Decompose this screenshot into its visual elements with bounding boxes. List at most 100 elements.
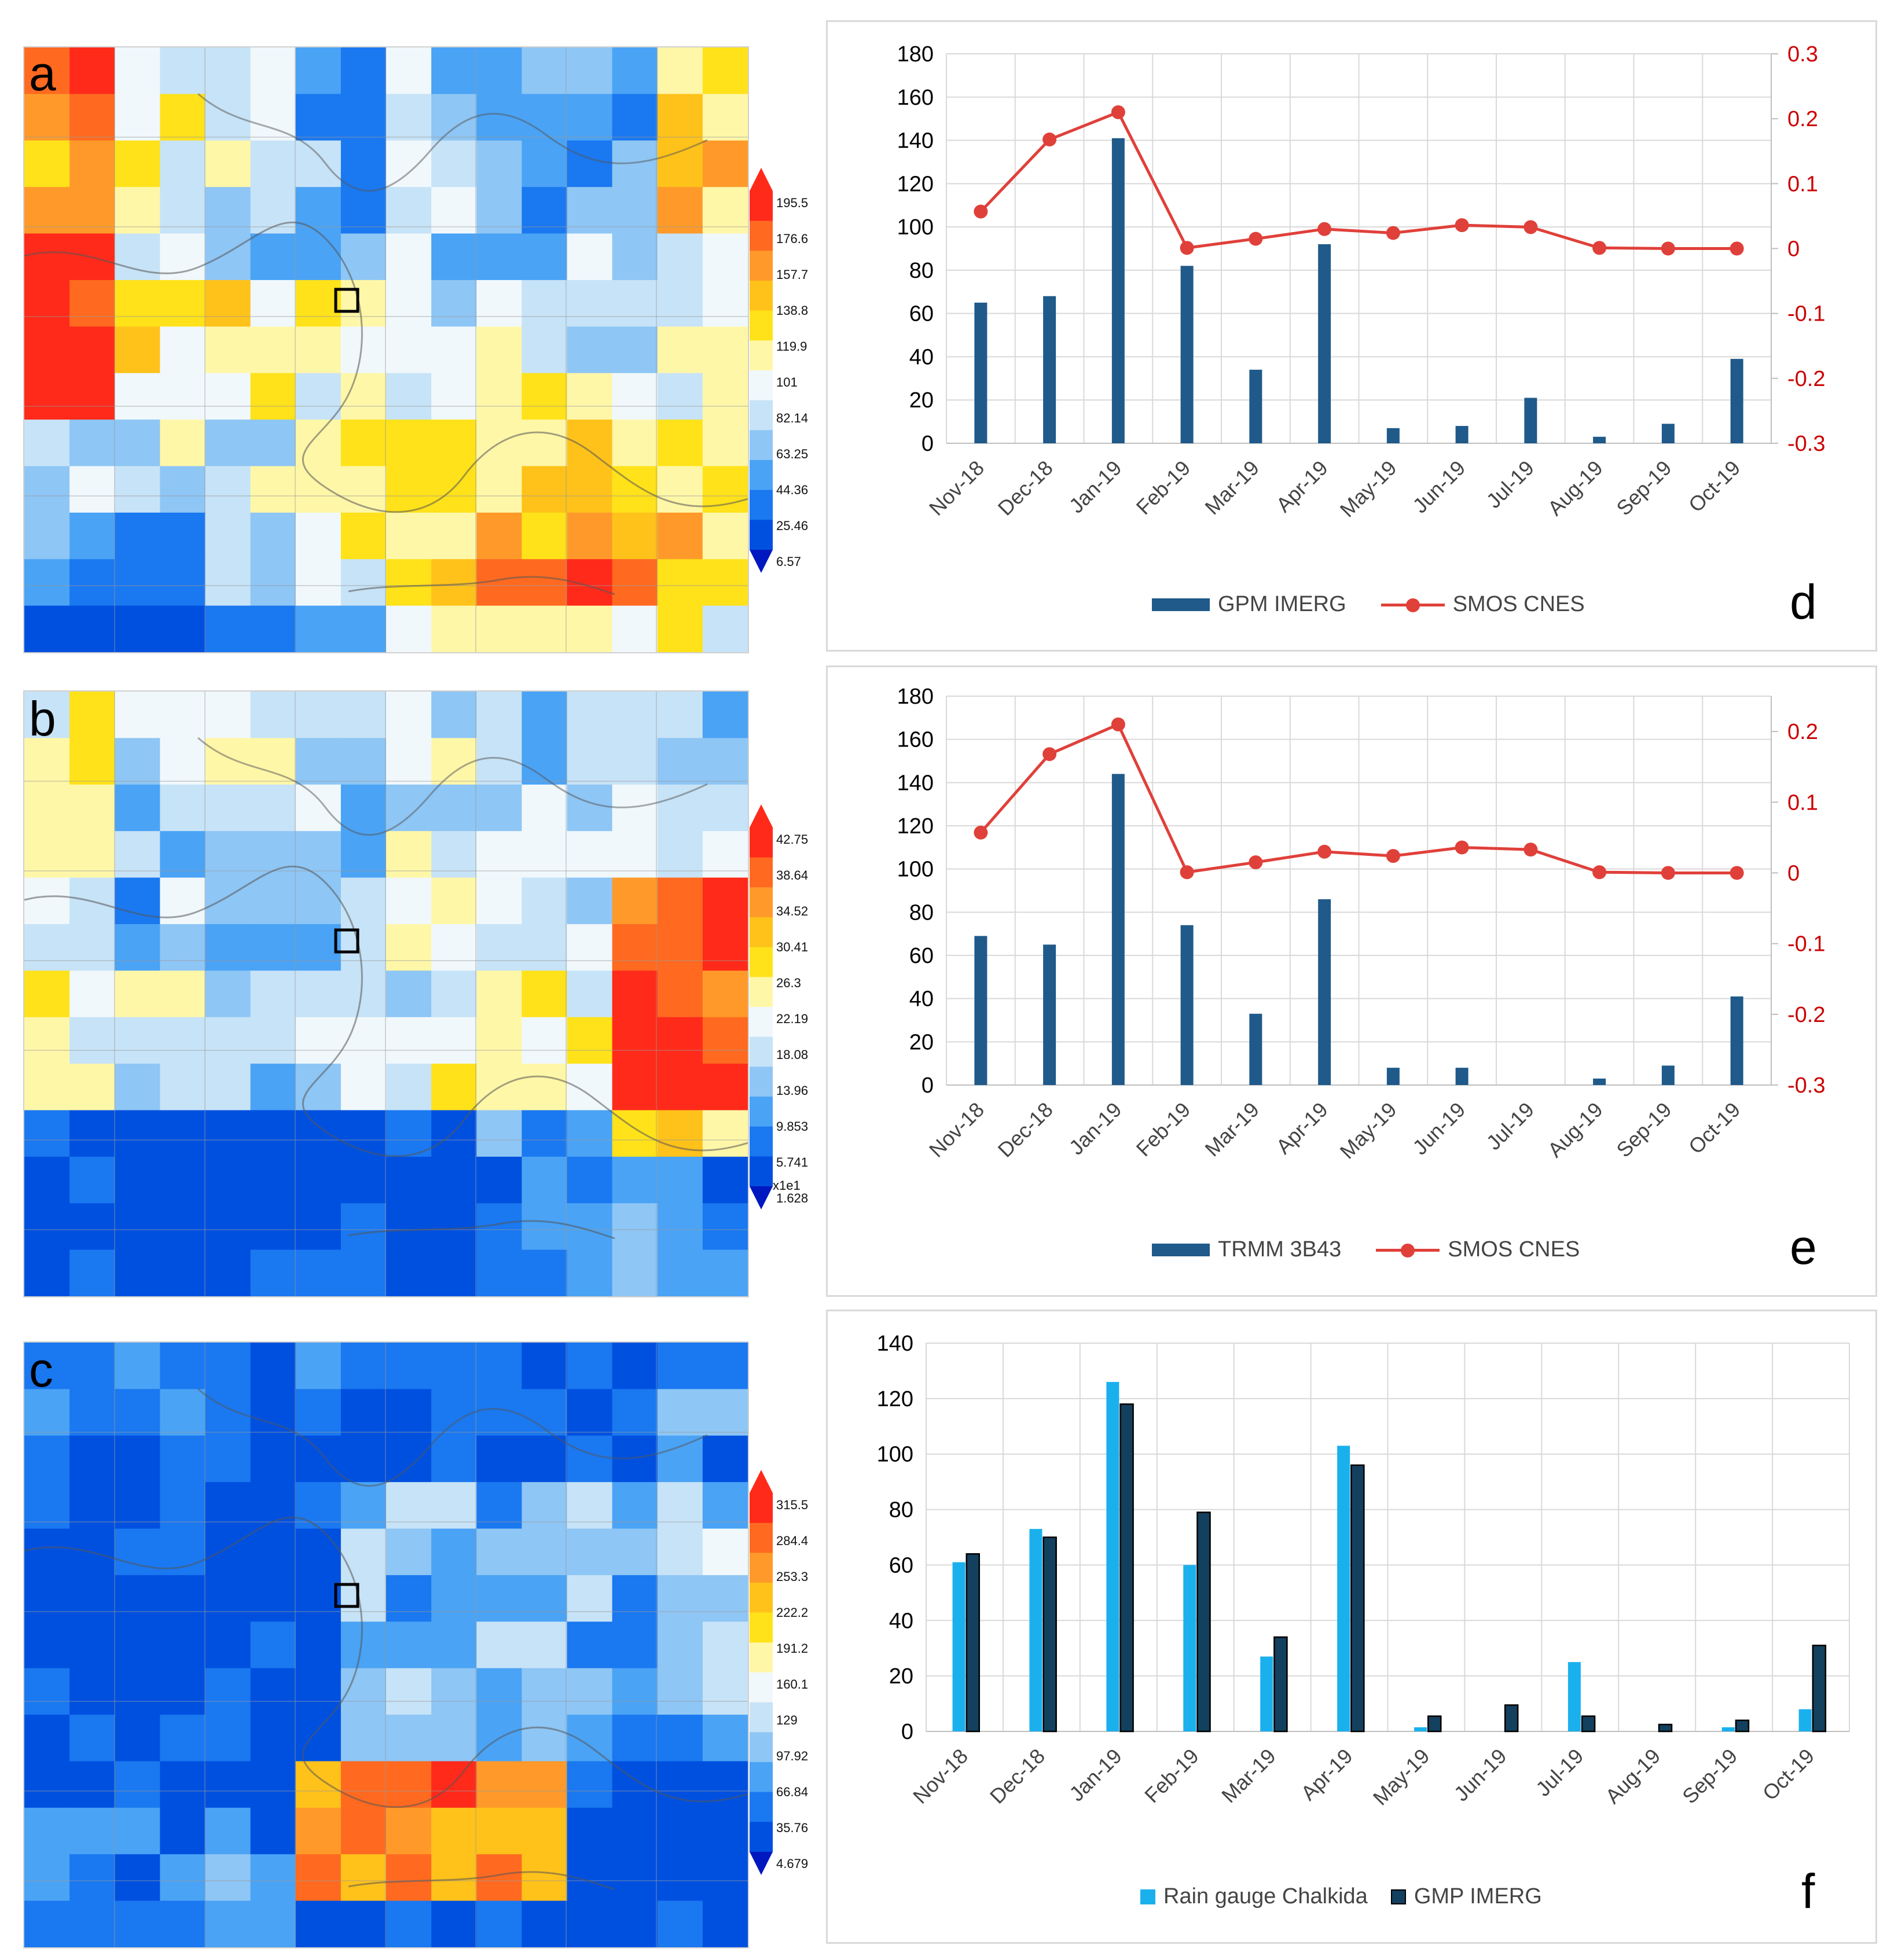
map-cell <box>160 1575 206 1622</box>
map-cell <box>567 1668 613 1715</box>
bar-trmm-3b43 <box>1043 944 1056 1085</box>
map-cell <box>340 233 387 281</box>
colorbar-tick-label: 191.2 <box>776 1641 809 1656</box>
colorbar-segment <box>750 490 773 520</box>
bar-rain-gauge-chalkida <box>1337 1446 1350 1731</box>
map-cell <box>250 512 296 560</box>
map-cell <box>24 1017 70 1064</box>
map-cell <box>476 187 522 234</box>
map-cell <box>612 1575 658 1622</box>
map-cell <box>431 1064 477 1111</box>
map-cell <box>205 784 251 832</box>
point-smos-cnes <box>1111 717 1125 731</box>
map-cell <box>250 1761 296 1808</box>
map-cell <box>295 94 342 141</box>
map-cell <box>250 233 296 281</box>
map-cell <box>522 140 568 187</box>
map-cell <box>24 1807 70 1855</box>
map-cell <box>69 512 115 560</box>
map-cell <box>612 187 658 234</box>
map-cell <box>69 187 115 234</box>
map-cell <box>657 1389 703 1436</box>
map-cell <box>69 280 115 327</box>
map-cell <box>522 970 568 1018</box>
map-cell <box>69 738 115 785</box>
map-cell <box>612 1203 658 1251</box>
map-cell <box>69 970 115 1018</box>
point-smos-cnes <box>1386 226 1400 240</box>
point-smos-cnes <box>1317 222 1332 236</box>
legend-label-gmp: GMP IMERG <box>1414 1884 1542 1908</box>
x-tick-label: Apr-19 <box>1296 1744 1357 1805</box>
y-tick-label-right: 0 <box>1787 861 1800 885</box>
x-tick-label: Feb-19 <box>1132 456 1195 520</box>
coastline <box>197 1388 708 1487</box>
map-cell <box>115 1064 160 1111</box>
map-cell <box>431 1156 477 1204</box>
map-cell <box>340 831 387 878</box>
map-cell <box>702 1528 748 1576</box>
map-cell <box>24 466 70 513</box>
map-cell <box>567 187 613 234</box>
map-cell <box>250 1621 296 1669</box>
x-tick-label: Nov-18 <box>924 1098 989 1162</box>
map-cell <box>205 692 251 738</box>
colorbar-tick-label: 82.14 <box>776 411 809 425</box>
bar-gmp-imerg <box>1812 1645 1827 1733</box>
colorbar-segment <box>750 251 773 281</box>
colorbar-tick-label: 253.3 <box>776 1569 809 1584</box>
map-cell <box>205 1249 251 1296</box>
map-cell <box>522 605 568 652</box>
map-cell <box>250 924 296 971</box>
bar-gpm-imerg <box>1661 424 1675 443</box>
colorbar-svg <box>750 1470 773 1875</box>
colorbar-segment <box>750 460 773 491</box>
x-tick-label: Sep-19 <box>1677 1744 1742 1808</box>
map-cell <box>24 1668 70 1715</box>
map-cell <box>295 970 342 1018</box>
colorbar-segment <box>750 1097 773 1127</box>
bar-rain-gauge-chalkida <box>1567 1662 1581 1731</box>
map-cell <box>115 605 160 652</box>
map-cell <box>160 1761 206 1808</box>
map-cell <box>431 738 477 785</box>
map-cell <box>24 1110 70 1157</box>
map-cell <box>522 466 568 513</box>
map-cell <box>657 831 703 878</box>
map-cell <box>612 1249 658 1296</box>
bar-rain-gauge-chalkida <box>1798 1709 1812 1731</box>
map-cell <box>69 1761 115 1808</box>
y-tick-label-left: 160 <box>897 728 934 752</box>
map-cell <box>657 512 703 560</box>
map-cell <box>657 326 703 374</box>
map-cell <box>386 94 432 141</box>
map-cell <box>24 1900 70 1947</box>
map-cell <box>340 326 387 374</box>
map-cell <box>160 559 206 606</box>
map-cell <box>295 1621 342 1669</box>
map-cell <box>205 1156 251 1204</box>
map-cell <box>115 1343 160 1389</box>
point-smos-cnes <box>1111 105 1125 119</box>
map-cell <box>567 738 613 785</box>
map-cell <box>476 605 522 652</box>
map-cell <box>295 1203 342 1251</box>
colorbar-arrow-down <box>750 1186 773 1209</box>
colorbar-arrow-down <box>750 550 773 573</box>
y-tick-label-left: 180 <box>897 42 934 67</box>
map-cell <box>205 1900 251 1947</box>
map-cell <box>69 924 115 971</box>
map-cell <box>160 1017 206 1064</box>
map-cell <box>250 692 296 738</box>
map-cell <box>205 559 251 606</box>
point-smos-cnes <box>1386 849 1400 863</box>
map-cell <box>522 373 568 420</box>
map-cell <box>250 738 296 785</box>
map-cell <box>295 1389 342 1436</box>
map-cell <box>612 1715 658 1762</box>
map-cell <box>657 1575 703 1622</box>
map-cell <box>612 420 658 467</box>
map-cell <box>386 1482 432 1529</box>
map-cell <box>160 512 206 560</box>
legend-item-gpm: GPM IMERG <box>1152 592 1346 617</box>
